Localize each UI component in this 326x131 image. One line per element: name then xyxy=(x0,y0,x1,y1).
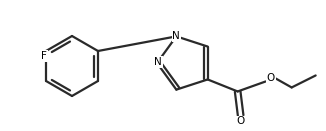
Text: O: O xyxy=(237,116,245,126)
Text: N: N xyxy=(154,57,162,67)
Text: N: N xyxy=(172,31,180,41)
Text: F: F xyxy=(41,51,47,61)
Text: O: O xyxy=(267,73,275,83)
